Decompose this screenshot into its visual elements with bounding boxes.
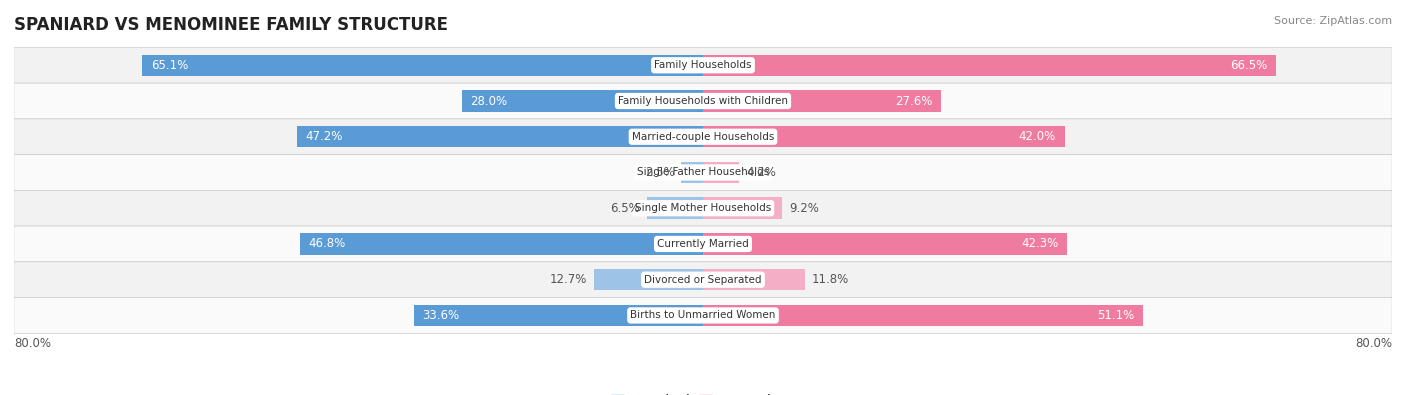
- FancyBboxPatch shape: [14, 262, 1392, 297]
- Legend: Spaniard, Menominee: Spaniard, Menominee: [612, 394, 794, 395]
- Text: 6.5%: 6.5%: [610, 202, 640, 215]
- FancyBboxPatch shape: [14, 83, 1392, 119]
- Bar: [703, 90, 941, 112]
- Bar: [299, 233, 703, 255]
- Bar: [682, 162, 703, 183]
- Text: 51.1%: 51.1%: [1097, 309, 1135, 322]
- Text: 42.0%: 42.0%: [1019, 130, 1056, 143]
- Text: 28.0%: 28.0%: [471, 94, 508, 107]
- Bar: [703, 269, 804, 290]
- Text: 80.0%: 80.0%: [1355, 337, 1392, 350]
- FancyBboxPatch shape: [14, 297, 1392, 333]
- Text: 4.2%: 4.2%: [747, 166, 776, 179]
- Text: 9.2%: 9.2%: [789, 202, 818, 215]
- Text: 80.0%: 80.0%: [14, 337, 51, 350]
- Text: 2.5%: 2.5%: [645, 166, 675, 179]
- Text: SPANIARD VS MENOMINEE FAMILY STRUCTURE: SPANIARD VS MENOMINEE FAMILY STRUCTURE: [14, 16, 449, 34]
- Bar: [647, 198, 703, 219]
- Text: Currently Married: Currently Married: [657, 239, 749, 249]
- Bar: [703, 305, 1143, 326]
- FancyBboxPatch shape: [14, 119, 1392, 154]
- Bar: [703, 162, 740, 183]
- Bar: [142, 55, 703, 76]
- Text: 66.5%: 66.5%: [1230, 59, 1267, 72]
- Text: 12.7%: 12.7%: [550, 273, 586, 286]
- Text: 11.8%: 11.8%: [811, 273, 849, 286]
- Bar: [593, 269, 703, 290]
- Text: Family Households with Children: Family Households with Children: [619, 96, 787, 106]
- Text: 42.3%: 42.3%: [1021, 237, 1059, 250]
- Text: 47.2%: 47.2%: [305, 130, 343, 143]
- Text: Family Households: Family Households: [654, 60, 752, 70]
- FancyBboxPatch shape: [14, 190, 1392, 226]
- Text: 65.1%: 65.1%: [150, 59, 188, 72]
- Bar: [461, 90, 703, 112]
- Bar: [413, 305, 703, 326]
- Text: 33.6%: 33.6%: [422, 309, 460, 322]
- Text: Single Mother Households: Single Mother Households: [636, 203, 770, 213]
- FancyBboxPatch shape: [14, 226, 1392, 262]
- Text: Married-couple Households: Married-couple Households: [631, 132, 775, 142]
- Text: Births to Unmarried Women: Births to Unmarried Women: [630, 310, 776, 320]
- FancyBboxPatch shape: [14, 47, 1392, 83]
- Text: Divorced or Separated: Divorced or Separated: [644, 275, 762, 285]
- Text: 27.6%: 27.6%: [894, 94, 932, 107]
- Text: Source: ZipAtlas.com: Source: ZipAtlas.com: [1274, 16, 1392, 26]
- Text: 46.8%: 46.8%: [308, 237, 346, 250]
- Bar: [703, 55, 1275, 76]
- Bar: [703, 126, 1064, 147]
- Bar: [703, 233, 1067, 255]
- Bar: [297, 126, 703, 147]
- FancyBboxPatch shape: [14, 154, 1392, 190]
- Text: Single Father Households: Single Father Households: [637, 167, 769, 177]
- Bar: [703, 198, 782, 219]
